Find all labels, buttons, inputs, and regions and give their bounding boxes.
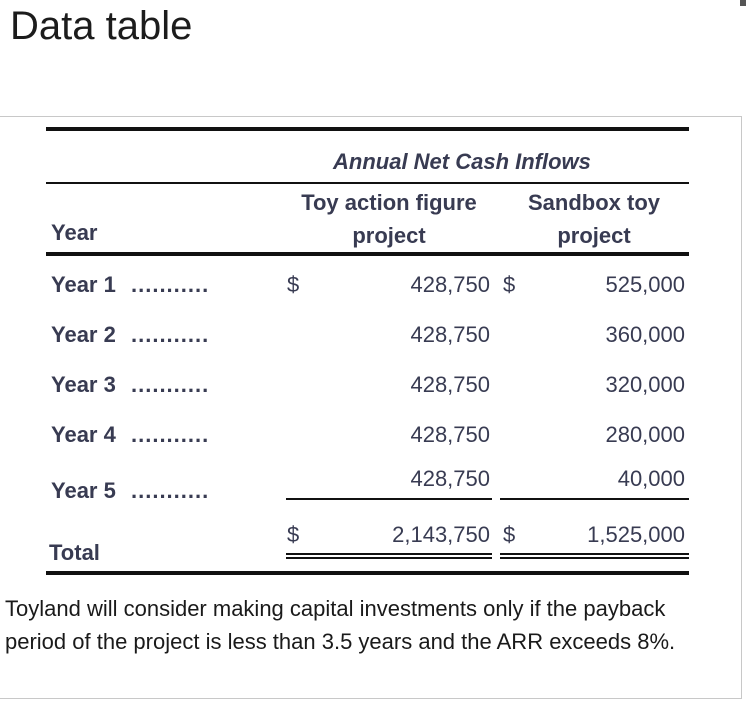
cell-toy-action-figure: 428,750	[410, 466, 490, 491]
cell-toy-action-figure: 428,750	[410, 322, 490, 347]
total-double-rule-toy-top	[286, 553, 492, 555]
currency-symbol: $	[503, 272, 516, 297]
leader-dots: ...........	[131, 372, 210, 397]
header-bottom-rule	[46, 252, 689, 256]
leader-dots: ...........	[131, 422, 210, 447]
data-table-panel	[0, 116, 742, 699]
table-total-row: Total $ 2,143,750 $ 1,525,000	[0, 522, 750, 572]
page-title: Data table	[10, 4, 193, 48]
row-label: Year 4	[51, 422, 116, 447]
table-row: Year 4 ........... 428,750 280,000	[0, 422, 750, 452]
total-sandbox-toy: 1,525,000	[587, 522, 685, 547]
col-header-sandbox-toy: Sandbox toy project	[505, 186, 683, 252]
total-label: Total	[49, 540, 100, 565]
cell-sandbox-toy: 280,000	[605, 422, 685, 447]
col-header-toy-action-figure: Toy action figure project	[283, 186, 495, 252]
table-row: Year 1 ........... $ 428,750 $ 525,000	[0, 272, 750, 302]
col-header-sandbox-line1: Sandbox toy	[527, 190, 660, 215]
total-double-rule-sandbox-top	[500, 553, 689, 555]
subtotal-rule-sandbox	[500, 498, 689, 500]
total-double-rule-toy-bottom	[286, 557, 492, 559]
row-label: Year 2	[51, 322, 116, 347]
table-top-rule	[46, 127, 689, 131]
leader-dots: ...........	[131, 272, 210, 297]
row-label: Year 1	[51, 272, 116, 297]
cell-sandbox-toy: 360,000	[605, 322, 685, 347]
group-header: Annual Net Cash Inflows	[333, 149, 591, 174]
table-row: Year 5 ........... 428,750 40,000	[0, 466, 750, 526]
currency-symbol: $	[503, 522, 516, 547]
table-row: Year 3 ........... 428,750 320,000	[0, 372, 750, 402]
col-header-toy-line2: project	[352, 223, 426, 248]
total-double-rule-sandbox-bottom	[500, 557, 689, 559]
table-bottom-rule	[46, 571, 689, 575]
leader-dots: ...........	[131, 322, 210, 347]
leader-dots: ...........	[131, 478, 210, 503]
cell-toy-action-figure: 428,750	[410, 422, 490, 447]
table-row: Year 2 ........... 428,750 360,000	[0, 322, 750, 352]
cell-sandbox-toy: 320,000	[605, 372, 685, 397]
investment-criteria-note: Toyland will consider making capital inv…	[5, 596, 676, 654]
currency-symbol: $	[287, 272, 300, 297]
col-header-toy-line1: Toy action figure	[301, 190, 477, 215]
scrollbar-thumb[interactable]	[740, 0, 746, 6]
row-label: Year 3	[51, 372, 116, 397]
subtotal-rule-toy	[286, 498, 492, 500]
year-column-header: Year	[51, 220, 98, 245]
col-header-sandbox-line2: project	[557, 223, 631, 248]
currency-symbol: $	[287, 522, 300, 547]
cell-toy-action-figure: 428,750	[410, 272, 490, 297]
row-label: Year 5	[51, 478, 116, 503]
cell-sandbox-toy: 40,000	[617, 466, 685, 491]
cell-sandbox-toy: 525,000	[605, 272, 685, 297]
group-header-rule	[46, 182, 689, 184]
total-toy-action-figure: 2,143,750	[392, 522, 490, 547]
cell-toy-action-figure: 428,750	[410, 372, 490, 397]
